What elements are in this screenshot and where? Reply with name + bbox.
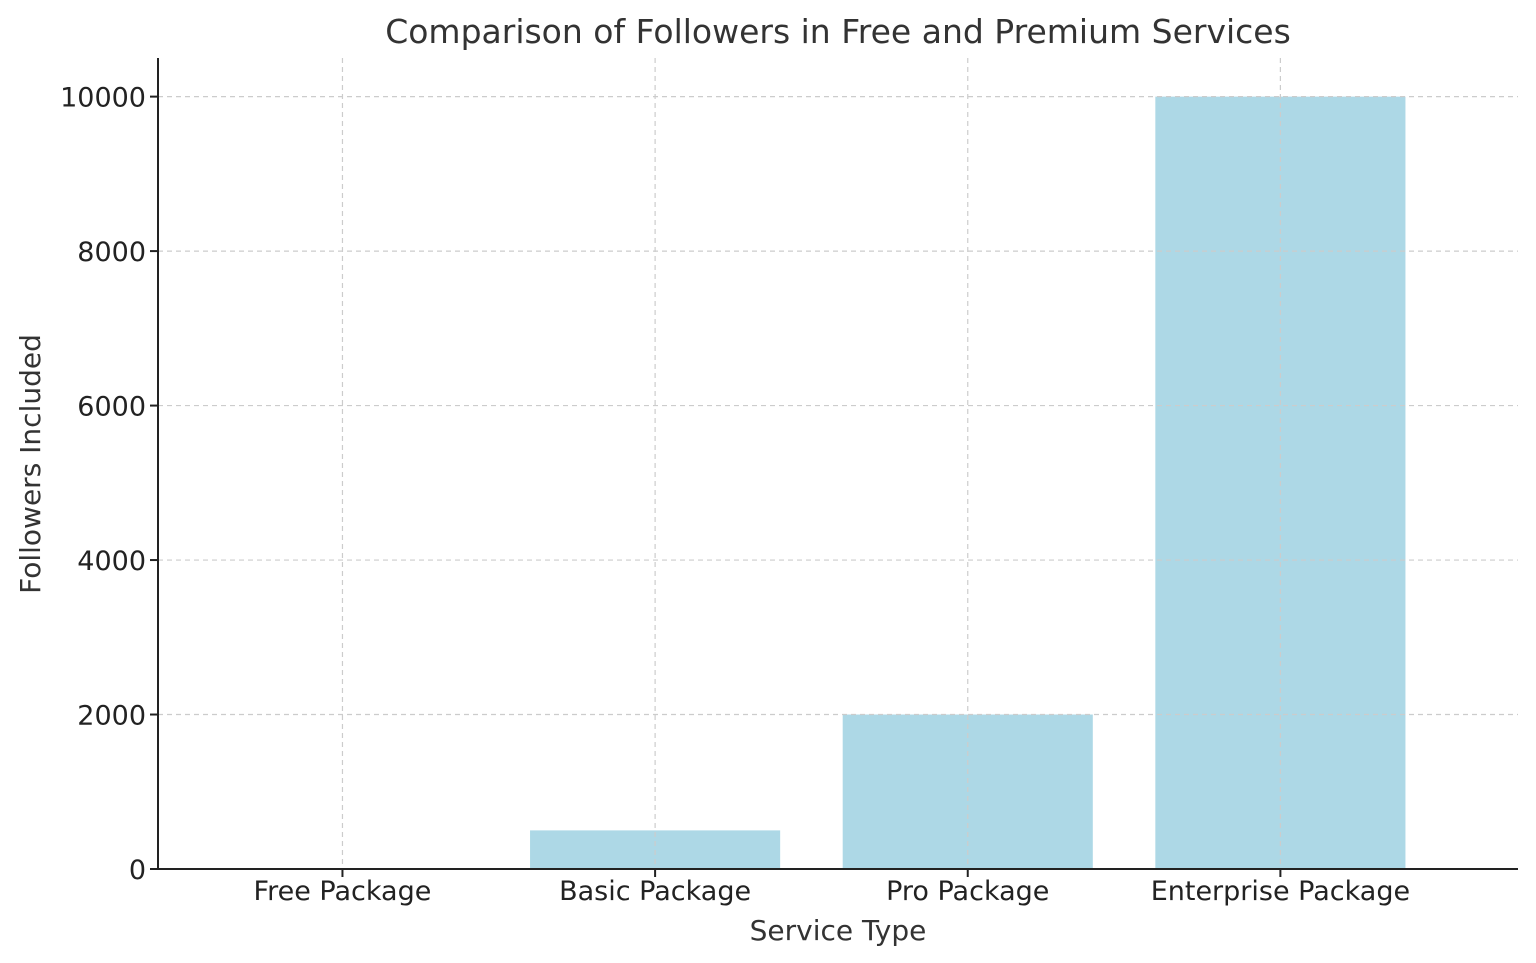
x-tick-label: Enterprise Package xyxy=(1151,876,1410,907)
y-tick-label: 4000 xyxy=(77,546,146,577)
y-tick-label: 10000 xyxy=(60,83,146,114)
y-axis-label: Followers Included xyxy=(14,334,47,594)
chart-title: Comparison of Followers in Free and Prem… xyxy=(385,12,1291,51)
y-tick-label: 0 xyxy=(129,855,146,886)
y-tick-label: 8000 xyxy=(77,237,146,268)
y-tick-label: 6000 xyxy=(77,392,146,423)
grid-lines xyxy=(158,58,1518,869)
y-tick-label: 2000 xyxy=(77,701,146,732)
bars xyxy=(217,96,1406,870)
x-axis-label: Service Type xyxy=(750,914,927,947)
ticks: 0 2000 4000 6000 8000 10000 Free Package Basic … xyxy=(60,83,1410,907)
x-tick-label: Free Package xyxy=(254,876,432,907)
x-tick-label: Basic Package xyxy=(559,876,751,907)
x-tick-label: Pro Package xyxy=(886,876,1049,907)
